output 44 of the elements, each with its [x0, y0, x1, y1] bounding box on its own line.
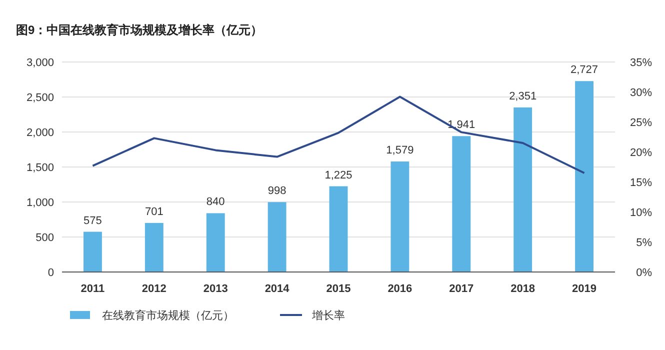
bar: [268, 202, 286, 272]
y-tick-label: 1,000: [26, 196, 54, 209]
bar: [575, 81, 594, 272]
x-tick-label: 2017: [449, 283, 474, 295]
x-tick-label: 2012: [142, 283, 166, 295]
y2-tick-label: 25%: [630, 116, 652, 129]
y2-tick-label: 10%: [630, 206, 652, 219]
y2-tick-label: 5%: [636, 236, 652, 249]
y-tick-label: 3,000: [26, 56, 54, 69]
y2-tick-label: 30%: [630, 86, 652, 99]
y2-tick-label: 20%: [630, 146, 652, 159]
bar: [514, 107, 532, 272]
y-tick-label: 0: [48, 266, 54, 279]
data-label: 998: [268, 185, 286, 198]
legend-label: 增长率: [311, 308, 345, 322]
data-label: 1,225: [324, 169, 352, 182]
data-label: 2,351: [509, 90, 537, 102]
bar: [206, 213, 225, 272]
x-tick-label: 2013: [203, 283, 228, 295]
y-tick-label: 500: [36, 232, 54, 244]
data-label: 840: [206, 196, 225, 208]
bar: [144, 222, 164, 272]
y2-tick-label: 35%: [630, 56, 652, 69]
y-tick-label: 1,500: [26, 162, 54, 174]
x-tick-label: 2016: [388, 283, 412, 295]
data-label: 2,727: [570, 64, 598, 76]
bar: [84, 232, 102, 272]
x-tick-label: 2019: [572, 283, 597, 295]
bar: [452, 136, 471, 272]
x-tick-label: 2011: [80, 283, 105, 295]
y-tick-label: 2,500: [26, 92, 54, 104]
legend-label: 在线教育市场规模（亿元）: [102, 308, 234, 322]
y2-tick-label: 15%: [630, 176, 652, 189]
data-label: 701: [144, 206, 164, 218]
x-tick-label: 2014: [264, 283, 290, 295]
bar: [390, 161, 410, 272]
data-label: 1,579: [386, 144, 414, 156]
chart-title: 图9：中国在线教育市场规模及增长率（亿元）: [16, 23, 263, 37]
x-tick-label: 2018: [510, 283, 536, 295]
data-label: 575: [84, 214, 102, 227]
y-tick-label: 2,000: [26, 126, 54, 139]
x-tick-label: 2015: [326, 283, 351, 295]
bar: [329, 186, 348, 272]
y2-tick-label: 0%: [636, 266, 652, 279]
